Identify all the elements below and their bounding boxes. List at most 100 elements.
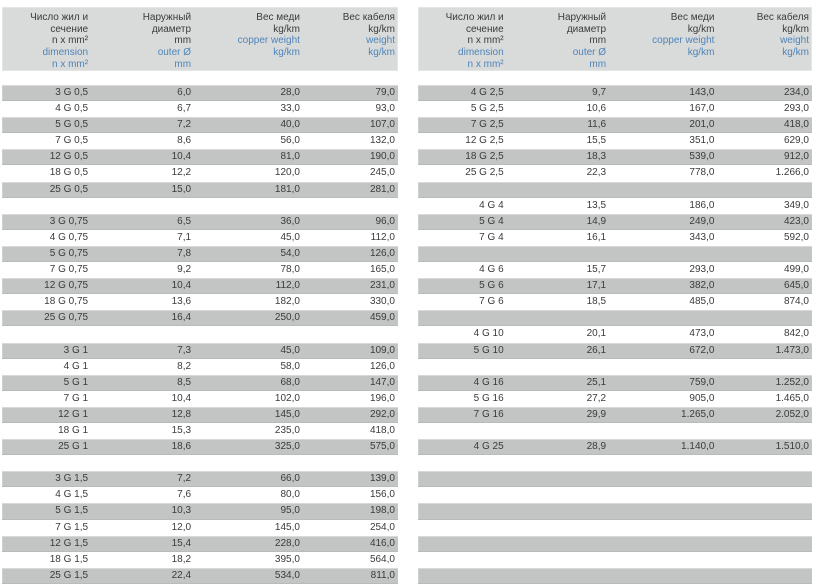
- column-header-cable-weight: Вес кабеля kg/km weight kg/km: [303, 12, 398, 71]
- cell-outer-diameter: 15,3: [171, 424, 192, 436]
- cell-outer-diameter: 10,4: [171, 151, 192, 163]
- cell-outer-diameter: 13,5: [586, 199, 607, 211]
- cell-outer-diameter: 18,6: [171, 441, 192, 453]
- cell-cable-weight: 1.473,0: [775, 344, 809, 356]
- cell-copper-weight: 395,0: [274, 553, 300, 565]
- table-row: 12 G 1,5 15,4 228,0 416,0: [2, 535, 398, 552]
- cell-copper-weight: 45,0: [280, 231, 300, 243]
- cell-cable-weight: 245,0: [369, 167, 395, 179]
- table-row: 5 G 2,5 10,6 167,0 293,0: [418, 101, 812, 117]
- table-row: 5 G 6 17,1 382,0 645,0: [418, 278, 812, 295]
- header-label-ru: Наружный: [557, 12, 607, 23]
- cell-dimension: 12 G 1,5: [49, 537, 89, 549]
- cell-dimension: 4 G 1: [63, 360, 89, 372]
- cell-outer-diameter: 27,2: [586, 392, 607, 404]
- cell-outer-diameter: 12,8: [171, 408, 192, 420]
- table-row: 4 G 1 8,2 58,0 126,0: [2, 359, 398, 375]
- cell-copper-weight: 68,0: [280, 376, 300, 388]
- cell-cable-weight: [303, 198, 398, 214]
- cell-copper-weight: 249,0: [689, 215, 715, 227]
- cell-dimension: 3 G 1,5: [55, 473, 89, 485]
- cell-cable-weight: 231,0: [369, 280, 395, 292]
- cell-cable-weight: [717, 471, 812, 487]
- table-row: 7 G 6 18,5 485,0 874,0: [418, 294, 812, 310]
- table-row: 18 G 2,5 18,3 539,0 912,0: [418, 149, 812, 166]
- cell-cable-weight: 96,0: [375, 215, 395, 227]
- cell-cable-weight: 912,0: [783, 151, 809, 163]
- table-row-empty: [418, 552, 812, 568]
- table-row: 4 G 10 20,1 473,0 842,0: [418, 326, 812, 342]
- table-row: 5 G 16 27,2 905,0 1.465,0: [418, 391, 812, 407]
- cell-cable-weight: 254,0: [369, 521, 395, 533]
- cell-dimension: [418, 552, 507, 568]
- cell-cable-weight: 293,0: [783, 103, 809, 115]
- cell-cable-weight: [717, 503, 812, 519]
- cell-outer-diameter: 12,0: [171, 521, 192, 533]
- cell-cable-weight: [717, 182, 812, 198]
- cell-dimension: [2, 326, 91, 342]
- cell-outer-diameter: 22,3: [586, 167, 607, 179]
- cell-copper-weight: 778,0: [689, 167, 715, 179]
- table-row-empty: [418, 471, 812, 488]
- table-row-empty: [418, 520, 812, 536]
- cell-dimension: 5 G 10: [473, 344, 504, 356]
- cell-cable-weight: 292,0: [369, 408, 395, 420]
- cell-dimension: 7 G 16: [473, 408, 504, 420]
- cell-outer-diameter: 13,6: [171, 296, 192, 308]
- cell-cable-weight: 592,0: [783, 231, 809, 243]
- table-row-empty: [2, 326, 398, 342]
- cell-dimension: 18 G 0,75: [44, 296, 89, 308]
- cell-cable-weight: 147,0: [369, 376, 395, 388]
- cell-copper-weight: [609, 359, 717, 375]
- table-row: 5 G 1,5 10,3 95,0 198,0: [2, 503, 398, 520]
- cell-dimension: [2, 198, 91, 214]
- header-label-en: n x mm²: [51, 58, 89, 70]
- cell-copper-weight: 145,0: [274, 408, 300, 420]
- header-label-ru: mm: [174, 35, 192, 47]
- header-label-en: n x mm²: [467, 58, 504, 70]
- cell-copper-weight: [609, 471, 717, 487]
- cell-copper-weight: 81,0: [280, 151, 300, 163]
- cell-cable-weight: 459,0: [369, 312, 395, 324]
- cell-cable-weight: 629,0: [783, 135, 809, 147]
- table-row-empty: [418, 503, 812, 520]
- cell-outer-diameter: [507, 568, 609, 584]
- header-label-ru: n x mm²: [51, 35, 89, 47]
- cell-dimension: 4 G 0,5: [55, 103, 89, 115]
- cell-dimension: 5 G 0,75: [49, 247, 89, 259]
- header-label-ru: Вес кабеля: [756, 12, 809, 23]
- cell-dimension: 12 G 2,5: [465, 135, 504, 147]
- cell-dimension: 5 G 1: [63, 376, 89, 388]
- cell-dimension: 5 G 0,5: [55, 119, 89, 131]
- header-label-ru: n x mm²: [467, 35, 504, 47]
- cell-dimension: 7 G 0,75: [49, 264, 89, 276]
- cell-dimension: 3 G 0,75: [49, 215, 89, 227]
- cell-outer-diameter: 10,4: [171, 280, 192, 292]
- cell-copper-weight: 40,0: [280, 119, 300, 131]
- cell-cable-weight: 93,0: [375, 103, 395, 115]
- cable-table-right: Число жил и сечение n x mm² dimension n …: [418, 7, 812, 584]
- cell-outer-diameter: 7,2: [177, 119, 192, 131]
- column-header-outer-diameter: Наружный диаметр mm outer Ø mm: [507, 12, 609, 71]
- cell-outer-diameter: [507, 471, 609, 487]
- cell-cable-weight: [717, 359, 812, 375]
- cell-copper-weight: 95,0: [280, 505, 300, 517]
- cell-copper-weight: [609, 182, 717, 198]
- cell-dimension: 4 G 4: [479, 199, 504, 211]
- cell-copper-weight: 539,0: [689, 151, 715, 163]
- cell-dimension: [418, 520, 507, 536]
- cell-outer-diameter: 10,3: [171, 505, 192, 517]
- header-label-en: kg/km: [687, 47, 715, 59]
- cell-cable-weight: 418,0: [783, 119, 809, 131]
- header-label-en: dimension: [458, 47, 504, 59]
- cell-copper-weight: 78,0: [280, 264, 300, 276]
- cell-cable-weight: 330,0: [369, 296, 395, 308]
- cell-copper-weight: 36,0: [280, 215, 300, 227]
- cell-cable-weight: 1.465,0: [775, 392, 809, 404]
- cell-copper-weight: 325,0: [274, 441, 300, 453]
- header-label-ru: kg/km: [782, 23, 809, 35]
- table-row-empty: [2, 198, 398, 214]
- cell-outer-diameter: 15,0: [171, 183, 192, 195]
- header-label-en: copper weight: [237, 35, 300, 47]
- table-row: 5 G 10 26,1 672,0 1.473,0: [418, 342, 812, 359]
